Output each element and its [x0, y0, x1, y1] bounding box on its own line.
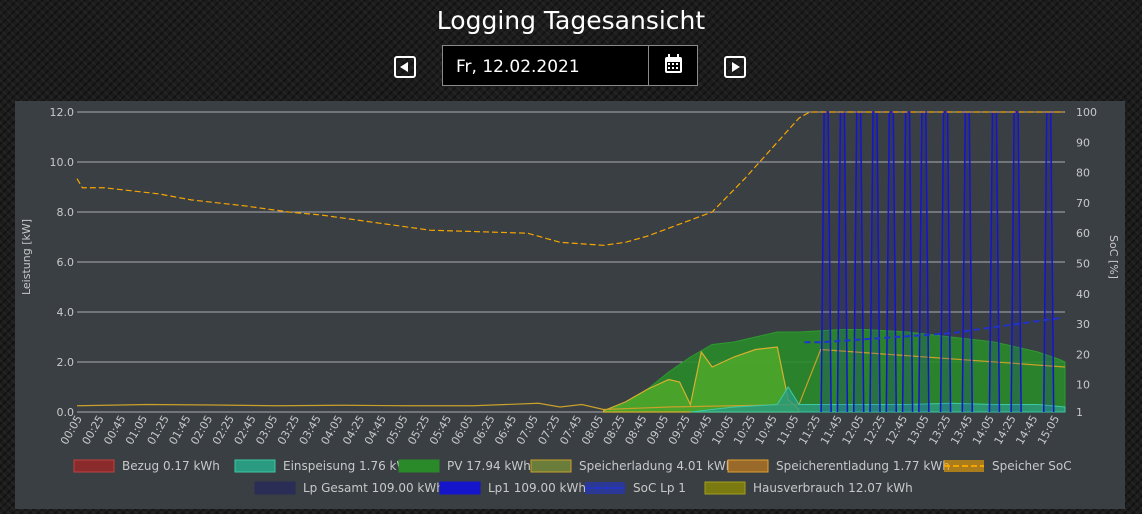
- chevron-right-icon: [732, 62, 740, 72]
- energy-chart: Leistung [kW] SoC [%] 0.0 2.0 4.0 6.0 8.0 10.…: [20, 106, 1120, 495]
- legend-swatch: [234, 459, 276, 473]
- calendar-icon: [665, 54, 682, 73]
- date-value: Fr, 12.02.2021: [456, 57, 580, 77]
- legend-swatch: [254, 481, 296, 495]
- y2-tick-label: 40: [1076, 288, 1090, 301]
- y2-tick-label: 70: [1076, 197, 1090, 210]
- legend-label: Speicherladung 4.01 kWh: [579, 459, 733, 473]
- legend-swatch: [704, 481, 746, 495]
- series-soc-lp1: [804, 317, 1060, 344]
- chart-panel: Leistung [kW] SoC [%] 0.0 2.0 4.0 6.0 8.0 10.…: [15, 101, 1125, 509]
- legend-label: Speicher SoC: [992, 459, 1072, 473]
- y-tick-label: 4.0: [57, 306, 75, 319]
- legend-label: SoC Lp 1: [633, 481, 686, 495]
- legend-label: Lp Gesamt 109.00 kWh: [303, 481, 444, 495]
- y-tick-label: 12.0: [50, 106, 75, 119]
- y2-tick-label: 100: [1076, 106, 1097, 119]
- y2-tick-label: 30: [1076, 318, 1090, 331]
- legend-swatch: [398, 459, 440, 473]
- y-tick-label: 10.0: [50, 156, 75, 169]
- legend-label: PV 17.94 kWh: [447, 459, 531, 473]
- y2-tick-label: 1: [1076, 406, 1083, 419]
- y-tick-label: 2.0: [57, 356, 75, 369]
- y2-tick-label: 90: [1076, 136, 1090, 149]
- y-tick-label: 8.0: [57, 206, 75, 219]
- legend-swatch: [73, 459, 115, 473]
- x-tick-label: 15:05: [1035, 413, 1062, 447]
- y-tick-label: 6.0: [57, 256, 75, 269]
- legend-label: Speicherentladung 1.77 kWh: [776, 459, 950, 473]
- y2-tick-label: 10: [1076, 379, 1090, 392]
- legend-swatch: [727, 459, 769, 473]
- previous-day-button[interactable]: [394, 56, 416, 78]
- legend-label: Hausverbrauch 12.07 kWh: [753, 481, 913, 495]
- legend-swatch: [439, 481, 481, 495]
- date-input[interactable]: Fr, 12.02.2021: [442, 45, 698, 86]
- y2-tick-label: 50: [1076, 258, 1090, 271]
- chevron-left-icon: [400, 62, 408, 72]
- next-day-button[interactable]: [724, 56, 746, 78]
- y2-axis-label: SoC [%]: [1107, 235, 1120, 279]
- series-speicher-soc: [76, 111, 1065, 246]
- y2-tick-label: 60: [1076, 227, 1090, 240]
- y2-tick-label: 20: [1076, 348, 1090, 361]
- y-tick-label: 0.0: [57, 406, 75, 419]
- calendar-button[interactable]: [648, 46, 697, 85]
- legend-label: Lp1 109.00 kWh: [488, 481, 586, 495]
- y2-tick-label: 80: [1076, 167, 1090, 180]
- y-axis-label: Leistung [kW]: [20, 219, 33, 295]
- page-title: Logging Tagesansicht: [436, 6, 706, 35]
- legend-swatch: [530, 459, 572, 473]
- legend-label: Bezug 0.17 kWh: [122, 459, 220, 473]
- legend-label: Einspeisung 1.76 kWh: [283, 459, 416, 473]
